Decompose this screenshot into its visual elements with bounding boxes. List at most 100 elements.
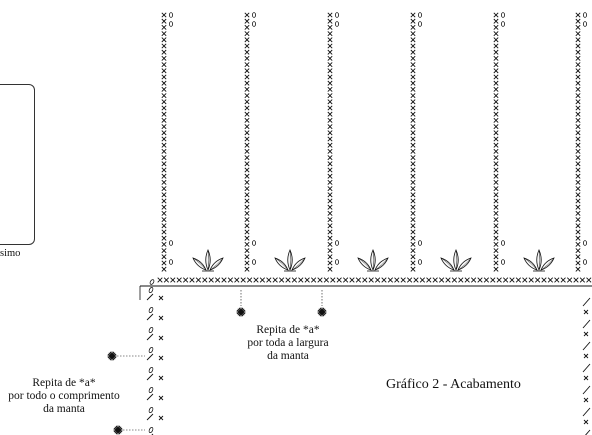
repeat-length-line-1: Repita de *a* [32,377,96,389]
single-crochet-symbol [493,248,499,254]
single-crochet-symbol [323,277,330,283]
chain-symbol [168,240,173,246]
single-crochet-symbol [244,167,250,173]
single-crochet-symbol [161,223,167,229]
repeat-length-note: Repita de *a* por todo o comprimento da … [0,377,128,416]
single-crochet-symbol [410,198,416,204]
single-crochet-symbol [410,24,416,30]
single-crochet-symbol [410,217,416,223]
single-crochet-symbol [496,277,502,283]
single-crochet-symbol [575,241,581,247]
single-crochet-symbol [244,254,250,260]
single-crochet-symbol [575,99,581,105]
single-crochet-symbol [493,148,499,154]
single-crochet-symbol [583,397,589,403]
single-crochet-symbol [161,130,167,136]
single-crochet-symbol [410,142,416,148]
fan-petal [357,257,372,271]
fan-petal-strand [374,257,389,271]
single-crochet-symbol [575,198,581,204]
left-border-stitch [146,393,154,401]
fan-petal [536,249,542,271]
single-crochet-symbol [583,353,589,359]
single-crochet-symbol [394,277,400,283]
single-crochet-symbol [161,49,167,55]
single-crochet-symbol [161,62,167,68]
single-crochet-symbol [410,43,416,49]
single-crochet-symbol [161,93,167,99]
repeat-marker-center [115,427,121,433]
single-crochet-symbol [575,55,581,61]
single-crochet-symbol [161,210,167,216]
single-crochet-symbol [575,86,581,92]
left-border-stitch [146,413,154,421]
fan-petal [523,257,538,271]
chain-symbol [148,426,154,434]
single-crochet-symbol [493,266,499,272]
fan-petal-strand [455,249,458,271]
single-crochet-symbol [327,93,333,99]
single-crochet-symbol [327,124,333,130]
chain-symbol [251,12,256,18]
fan-petal [540,257,555,271]
single-crochet-symbol [410,18,416,24]
single-crochet-symbol [161,204,167,210]
fan-petal-strand [357,257,372,271]
single-crochet-symbol [161,68,167,74]
single-crochet-symbol [317,277,323,283]
fan-petal-strand [289,249,292,271]
chain-symbol [417,259,422,265]
single-crochet-symbol [493,155,499,161]
fan-petal-strand [538,249,541,271]
single-crochet-symbol [575,49,581,55]
right-border [582,297,591,435]
single-crochet-symbol [327,43,333,49]
single-crochet-symbol [410,204,416,210]
single-crochet-symbol [158,415,164,421]
chain-symbol [334,12,339,18]
single-crochet-symbol [161,80,167,86]
single-crochet-symbol [575,161,581,167]
repeat-width-line-1: Repita de *a* [256,324,320,336]
fan-petal-strand [440,257,455,271]
left-border-stitch [146,293,154,301]
single-crochet-symbol [410,99,416,105]
single-crochet-symbol [327,198,333,204]
right-border-stitch [582,341,591,351]
single-crochet-symbol [575,229,581,235]
right-border-stitch [582,319,591,329]
single-crochet-symbol [410,155,416,161]
single-crochet-symbol [182,277,189,283]
single-crochet-symbol [413,277,419,283]
right-border-stitch [582,363,591,373]
single-crochet-symbol [575,210,581,216]
single-crochet-symbol [575,111,581,117]
single-crochet-symbol [493,37,499,43]
chain-symbol [500,259,505,265]
single-crochet-symbol [410,260,416,266]
single-crochet-symbol [285,277,291,283]
single-crochet-symbol [547,277,554,283]
single-crochet-symbol [327,241,333,247]
single-crochet-symbol [327,111,333,117]
fan-motif [357,249,389,272]
repeat-width-line-3: da manta [267,350,309,362]
single-crochet-symbol [410,241,416,247]
single-crochet-symbol [244,173,250,179]
single-crochet-symbol [374,277,381,283]
single-crochet-symbol [161,31,167,37]
chart-title: Gráfico 2 - Acabamento [386,377,521,393]
fan-petal [440,257,455,271]
single-crochet-symbol [161,136,167,142]
single-crochet-symbol [244,248,250,254]
chain-symbol [583,12,588,18]
single-crochet-symbol [244,74,250,80]
fan-petal-strand [209,257,224,271]
single-crochet-symbol [410,86,416,92]
single-crochet-symbol [410,74,416,80]
single-crochet-symbol [244,217,250,223]
single-crochet-symbol [161,24,167,30]
single-crochet-symbol [161,124,167,130]
single-crochet-symbol [432,277,438,283]
single-crochet-symbol [493,124,499,130]
